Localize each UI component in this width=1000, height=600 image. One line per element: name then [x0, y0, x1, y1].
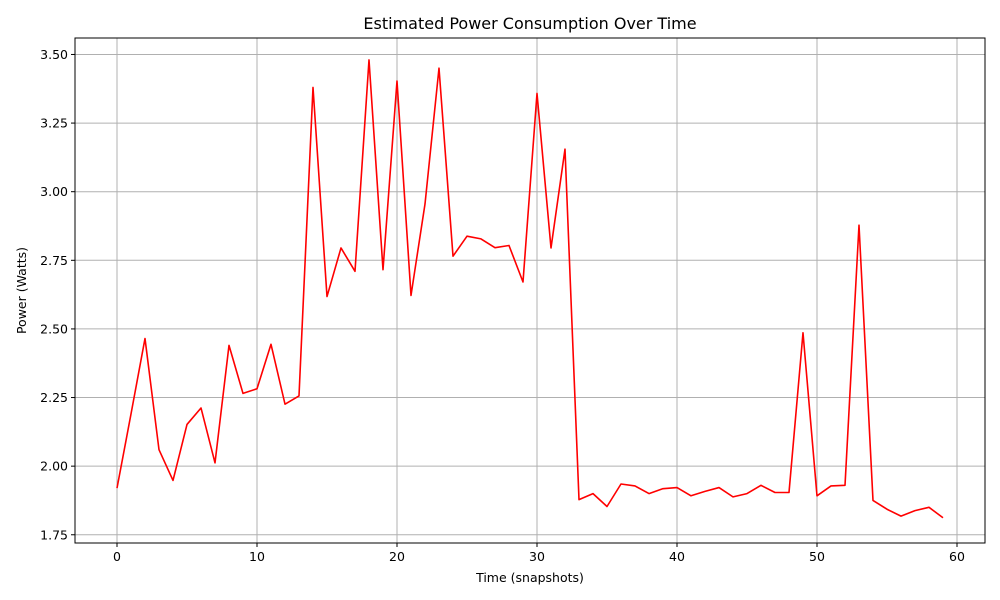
- series-line: [116, 59, 944, 519]
- x-tick-label: 40: [669, 549, 685, 564]
- y-tick-label: 2.25: [40, 390, 68, 405]
- y-tick-label: 3.00: [40, 184, 68, 199]
- x-tick-label: 0: [113, 549, 121, 564]
- x-tick-label: 10: [249, 549, 265, 564]
- x-tick-label: 30: [529, 549, 545, 564]
- y-tick-label: 1.75: [40, 527, 68, 542]
- chart-title: Estimated Power Consumption Over Time: [363, 14, 696, 33]
- y-tick-label: 3.25: [40, 116, 68, 131]
- x-tick-label: 50: [809, 549, 825, 564]
- plot-area-frame: [74, 37, 986, 544]
- x-axis-label: Time (snapshots): [475, 570, 584, 585]
- x-tick-label: 20: [389, 549, 405, 564]
- y-axis-label: Power (Watts): [14, 247, 29, 334]
- y-tick-label: 3.50: [40, 47, 68, 62]
- y-tick-label: 2.75: [40, 253, 68, 268]
- y-tick-label: 2.50: [40, 321, 68, 336]
- axis-ticks: 0 10 20 30 40 50 60 1.75 2.00 2.25 2.50 2.75 3.00 3.2…: [40, 47, 965, 564]
- series-layer: [116, 59, 944, 519]
- grid: [75, 38, 985, 543]
- x-tick-label: 60: [949, 549, 965, 564]
- y-tick-label: 2.00: [40, 459, 68, 474]
